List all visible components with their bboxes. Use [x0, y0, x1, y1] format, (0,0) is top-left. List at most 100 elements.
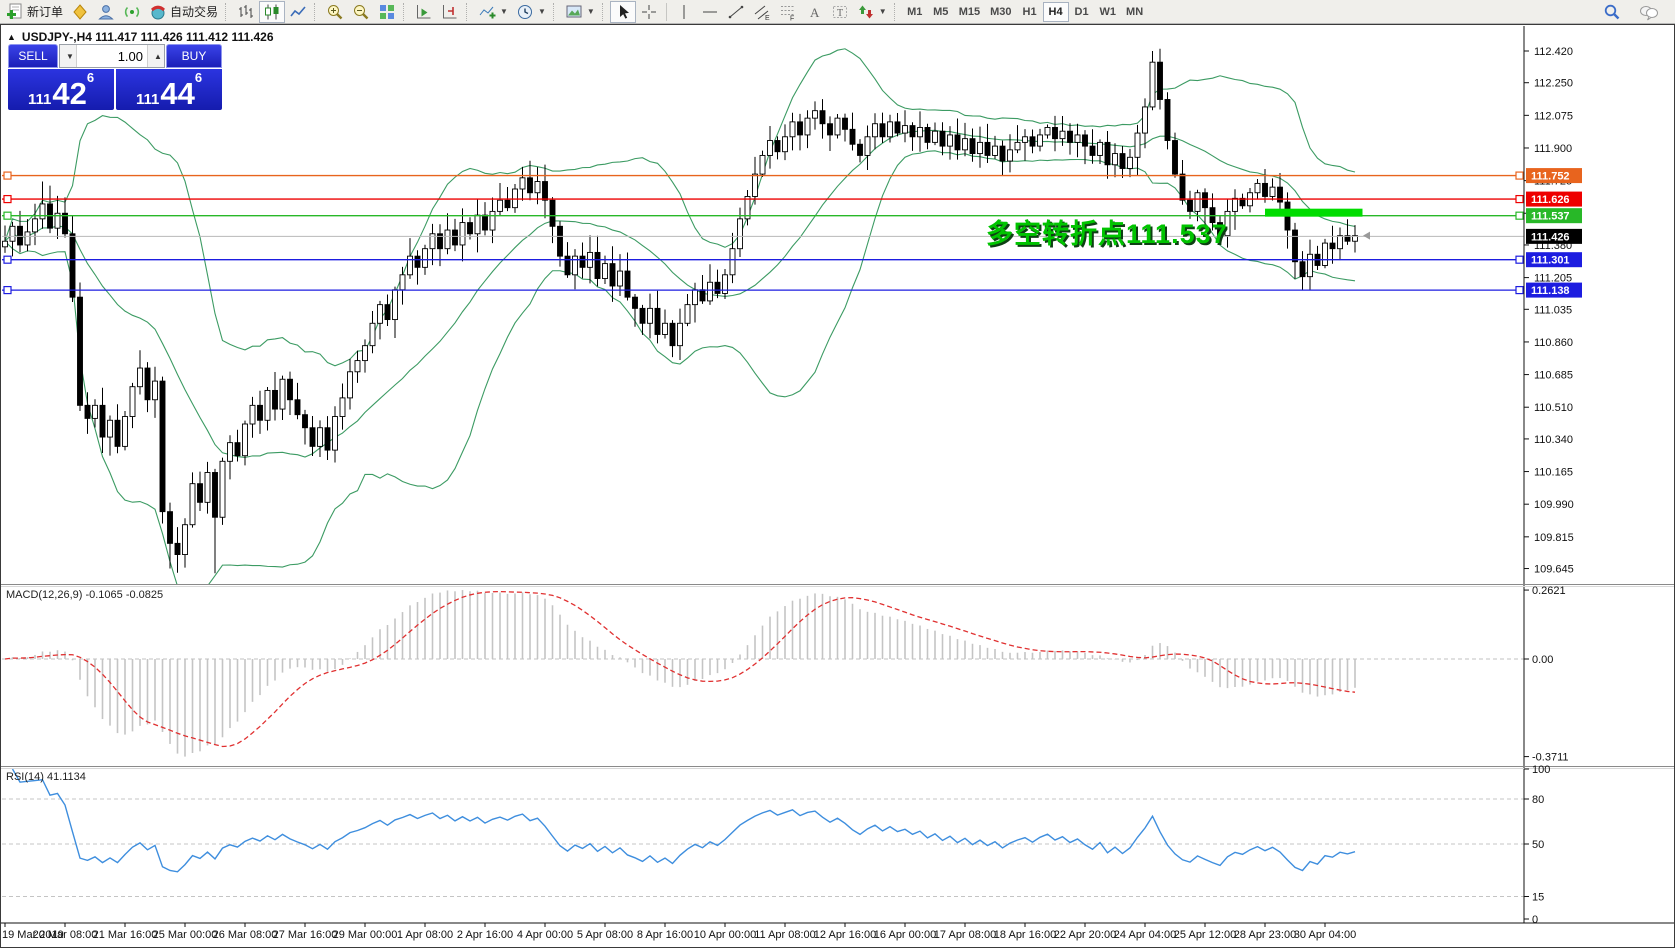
line-handle[interactable] [3, 255, 12, 264]
candle-bullish [189, 483, 196, 526]
candle-bearish [969, 138, 976, 155]
candle-bullish [677, 322, 683, 347]
candle-bearish [594, 251, 601, 279]
candle-bullish [737, 218, 743, 250]
horizontal-line-button[interactable] [697, 1, 723, 23]
line-handle[interactable] [1515, 171, 1524, 180]
axes[interactable]: 112.420112.250112.075111.900111.725111.5… [0, 24, 1675, 948]
quotes-button[interactable] [67, 1, 93, 23]
timeframe-button-m30[interactable]: M30 [985, 2, 1016, 22]
macd-pane [2, 590, 1524, 757]
timeframe-button-m1[interactable]: M1 [902, 2, 928, 22]
line-handle[interactable] [3, 171, 12, 180]
templates-icon [565, 3, 583, 21]
main-pane [2, 48, 1524, 584]
volume-decrease-button[interactable]: ▼ [60, 45, 77, 67]
line-handle[interactable] [1515, 211, 1524, 220]
line-handle[interactable] [3, 194, 12, 204]
price-line-label-box [1526, 191, 1582, 207]
candle-bullish [24, 231, 31, 246]
candle-bearish [954, 134, 961, 151]
price-line-label-box [1526, 282, 1582, 298]
candle-bullish [662, 322, 668, 335]
zoom-in-button[interactable] [322, 1, 348, 23]
volume-input[interactable] [77, 45, 147, 67]
candle-bullish [834, 117, 841, 136]
auto-trading-icon [149, 3, 167, 21]
chart-shift-button[interactable] [437, 1, 463, 23]
time-tick-label: 27 Mar 16:00 [273, 929, 338, 941]
line-handle[interactable] [1515, 194, 1524, 204]
symbol-ohlc-text: USDJPY-,H4 111.417 111.426 111.412 111.4… [21, 30, 274, 44]
crosshair-button[interactable] [636, 1, 662, 23]
timeframe-button-h4[interactable]: H4 [1042, 1, 1069, 22]
macd-signal-line [4, 590, 1356, 748]
timeframe-button-m15[interactable]: M15 [954, 2, 985, 22]
collapse-panel-arrow-icon[interactable]: ▲ [7, 32, 16, 42]
highlight-level-bar[interactable] [1265, 208, 1363, 217]
one-click-trading-panel: SELL ▼ ▲ BUY 111 42 6 111 44 6 [8, 44, 222, 110]
volume-increase-button[interactable]: ▲ [147, 45, 164, 67]
candle-bullish [152, 380, 158, 401]
candle-bearish [77, 296, 83, 406]
label-button[interactable]: T [827, 1, 853, 23]
line-handle[interactable] [1515, 285, 1524, 295]
sell-price-display[interactable]: 111 42 6 [8, 69, 114, 110]
vertical-line-button[interactable] [671, 1, 697, 23]
buy-button[interactable]: BUY [166, 44, 222, 68]
chart-canvas[interactable]: 112.420112.250112.075111.900111.725111.5… [0, 24, 1675, 948]
timeframe-button-w1[interactable]: W1 [1095, 2, 1122, 22]
fibonacci-button[interactable]: F [775, 1, 801, 23]
candle-bearish [819, 110, 826, 125]
line-handle[interactable] [1515, 255, 1524, 264]
horizontal-line-icon [701, 3, 719, 21]
line-chart-button[interactable] [285, 1, 311, 23]
timeframe-button-d1[interactable]: D1 [1069, 2, 1095, 22]
candle-bearish [909, 125, 916, 138]
tile-windows-button[interactable] [374, 1, 400, 23]
candle-bullish [227, 442, 233, 462]
candle-bearish [1299, 261, 1306, 278]
time-tick-label: 18 Apr 16:00 [994, 929, 1056, 941]
timeframe-button-mn[interactable]: MN [1121, 2, 1148, 22]
candle-bearish [939, 130, 946, 147]
line-handle[interactable] [3, 285, 12, 295]
timeframe-button-m5[interactable]: M5 [928, 2, 954, 22]
arrows-button[interactable]: ▼ [853, 1, 891, 23]
indicators-button[interactable]: ▼ [474, 1, 512, 23]
price-line-label: 111.426 [1531, 231, 1570, 243]
trendline-button[interactable] [723, 1, 749, 23]
channel-button[interactable]: E [749, 1, 775, 23]
profile-button[interactable] [93, 1, 119, 23]
candle-bullish [1112, 153, 1118, 166]
bar-chart-button[interactable] [233, 1, 259, 23]
chat-button[interactable] [1635, 1, 1663, 23]
candle-bearish [879, 123, 886, 138]
label-icon: T [831, 3, 849, 21]
buy-price-display[interactable]: 111 44 6 [116, 69, 222, 110]
periods-button[interactable]: ▼ [512, 1, 550, 23]
quotes-icon [71, 3, 89, 21]
candle-bearish [624, 270, 631, 298]
auto-trading-button[interactable]: 自动交易 [145, 1, 222, 23]
sell-button[interactable]: SELL [8, 44, 58, 68]
text-button[interactable]: A [801, 1, 827, 23]
signals-button[interactable] [119, 1, 145, 23]
time-tick-label: 19 Mar 2019 [2, 929, 64, 941]
new-order-button[interactable]: 新订单 [2, 1, 67, 23]
zoom-out-button[interactable] [348, 1, 374, 23]
auto-scroll-button[interactable] [411, 1, 437, 23]
candle-bearish [212, 472, 218, 518]
line-handle[interactable] [3, 211, 12, 220]
candle-bearish [924, 127, 931, 143]
candle-bearish [84, 404, 91, 419]
candle-bearish [857, 143, 863, 156]
search-button[interactable] [1599, 1, 1625, 23]
buy-price-pip: 6 [194, 70, 203, 85]
zoom-out-icon [352, 3, 370, 21]
templates-button[interactable]: ▼ [561, 1, 599, 23]
cursor-button[interactable] [609, 0, 636, 23]
candlestick-chart-button[interactable] [259, 0, 286, 23]
timeframe-button-h1[interactable]: H1 [1017, 2, 1043, 22]
price-line-label-box [1526, 168, 1582, 184]
